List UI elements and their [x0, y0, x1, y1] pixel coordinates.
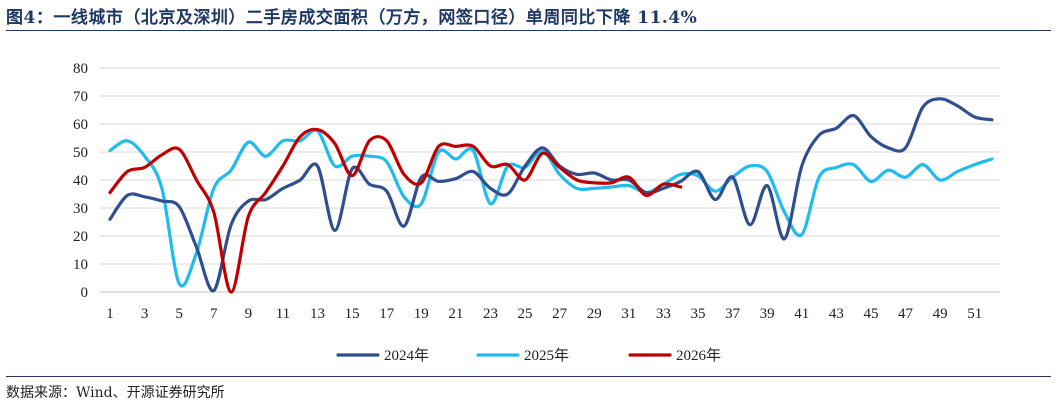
- x-tick-label: 5: [175, 306, 183, 322]
- x-tick-label: 21: [448, 306, 463, 322]
- source-note: 数据来源：Wind、开源证券研究所: [6, 385, 225, 401]
- x-tick-label: 11: [276, 306, 290, 322]
- x-tick-label: 43: [829, 306, 844, 322]
- x-tick-label: 47: [898, 306, 914, 322]
- x-tick-label: 19: [414, 306, 429, 322]
- x-tick-label: 15: [345, 306, 360, 322]
- x-tick-label: 3: [141, 306, 149, 322]
- top-rule: [6, 30, 1051, 31]
- x-tick-label: 13: [310, 306, 325, 322]
- x-tick-label: 33: [656, 306, 671, 322]
- chart-title: 图4：一线城市（北京及深圳）二手房成交面积（万方，网签口径）单周同比下降 11.…: [6, 8, 698, 28]
- x-tick-label: 25: [518, 306, 533, 322]
- x-tick-label: 39: [760, 306, 775, 322]
- y-tick-label: 70: [73, 89, 88, 105]
- series-line-2024年: [108, 97, 994, 293]
- legend-label: 2024年: [384, 347, 429, 364]
- x-tick-label: 17: [379, 306, 395, 322]
- x-tick-label: 35: [691, 306, 706, 322]
- x-tick-label: 41: [794, 306, 809, 322]
- bottom-rule: [6, 376, 1051, 377]
- x-tick-label: 1: [106, 306, 114, 322]
- x-tick-label: 9: [245, 306, 253, 322]
- y-tick-label: 30: [73, 201, 88, 217]
- y-tick-label: 50: [73, 145, 88, 161]
- legend-label: 2026年: [676, 347, 721, 364]
- y-tick-label: 0: [81, 285, 89, 301]
- x-tick-label: 51: [967, 306, 982, 322]
- y-tick-label: 40: [73, 173, 88, 189]
- x-tick-label: 29: [587, 306, 602, 322]
- x-tick-label: 31: [621, 306, 636, 322]
- y-tick-label: 80: [73, 61, 88, 77]
- x-tick-label: 27: [552, 306, 568, 322]
- x-tick-label: 45: [863, 306, 878, 322]
- x-tick-label: 7: [210, 306, 218, 322]
- x-tick-label: 49: [933, 306, 948, 322]
- y-tick-label: 20: [73, 229, 88, 245]
- series-line-2026年: [108, 127, 683, 294]
- y-tick-label: 60: [73, 117, 88, 133]
- x-tick-label: 23: [483, 306, 498, 322]
- x-tick-label: 37: [725, 306, 741, 322]
- y-tick-label: 10: [73, 257, 88, 273]
- legend-label: 2025年: [524, 347, 569, 364]
